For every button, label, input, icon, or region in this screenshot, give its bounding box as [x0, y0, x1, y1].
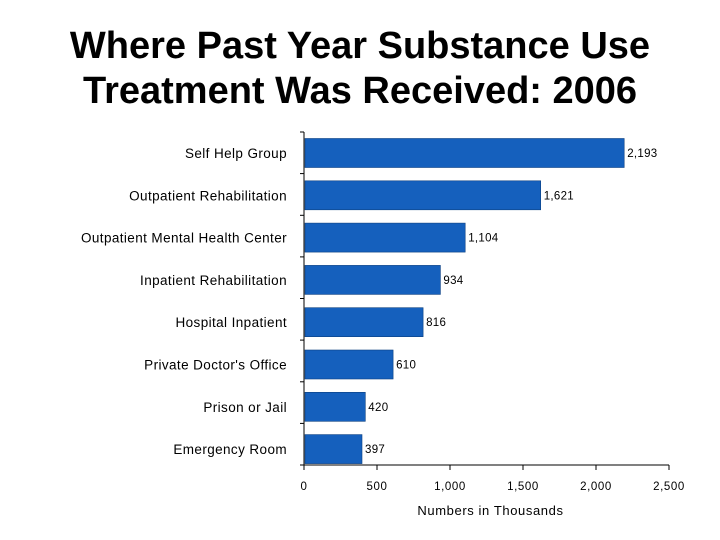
- bar-4: [304, 307, 424, 338]
- category-label-5: Private Doctor's Office: [144, 358, 287, 373]
- bar-0: [304, 138, 625, 168]
- category-label-3: Inpatient Rehabilitation: [140, 273, 287, 288]
- value-label-1: 1,621: [544, 190, 574, 202]
- x-tick-label-0: 0: [301, 481, 308, 493]
- value-label-2: 1,104: [468, 233, 499, 245]
- category-label-0: Self Help Group: [185, 146, 287, 161]
- bar-3: [304, 265, 441, 295]
- value-label-3: 934: [443, 275, 463, 287]
- value-label-6: 420: [368, 402, 388, 414]
- axes-layer: [300, 131, 670, 470]
- bar-7: [304, 434, 363, 464]
- x-tick-label-1: 500: [367, 481, 388, 493]
- category-label-1: Outpatient Rehabilitation: [129, 188, 287, 203]
- title-line-1: Where Past Year Substance Use: [69, 25, 651, 67]
- title-line-2: Treatment Was Received: 2006: [82, 70, 638, 112]
- bar-1: [304, 180, 541, 211]
- value-label-7: 397: [365, 444, 385, 456]
- x-tick-label-2: 1,000: [434, 481, 466, 493]
- value-label-0: 2,193: [627, 148, 657, 160]
- bars-layer: [304, 138, 625, 464]
- x-tick-label-5: 2,500: [653, 481, 685, 493]
- bar-2: [304, 222, 466, 253]
- category-label-2: Outpatient Mental Health Center: [81, 231, 287, 246]
- x-tick-label-4: 2,000: [580, 481, 612, 493]
- value-label-5: 610: [396, 360, 416, 372]
- bar-5: [304, 349, 394, 380]
- labels-layer: Self Help Group 2,193 Outpatient Rehabilit…: [81, 146, 685, 518]
- x-tick-label-3: 1,500: [507, 481, 539, 493]
- page-title: Where Past Year Substance Use Treatment …: [0, 24, 720, 114]
- category-label-6: Prison or Jail: [203, 400, 287, 415]
- category-label-4: Hospital Inpatient: [175, 315, 287, 330]
- x-axis-title: Numbers in Thousands: [417, 503, 563, 518]
- value-label-4: 816: [426, 317, 446, 329]
- category-label-7: Emergency Room: [173, 442, 287, 457]
- bar-6: [304, 391, 366, 422]
